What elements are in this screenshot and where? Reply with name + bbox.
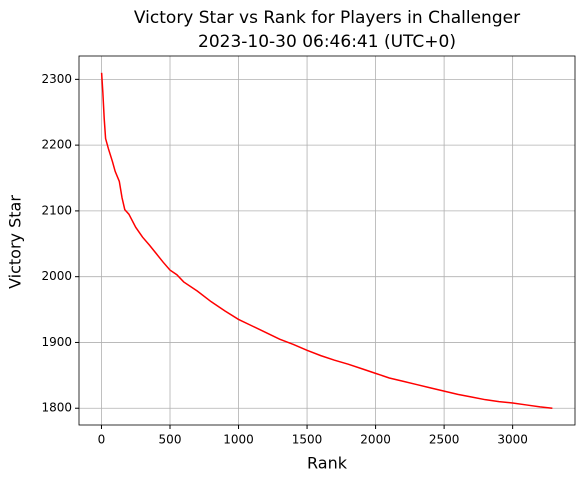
x-tick-label: 500 — [159, 433, 182, 447]
y-tick-label: 2100 — [41, 203, 72, 217]
x-tick-label: 1500 — [292, 433, 323, 447]
y-tick-label: 2200 — [41, 138, 72, 152]
x-tick-label: 0 — [98, 433, 106, 447]
y-tick-label: 1900 — [41, 335, 72, 349]
x-tick-label: 3000 — [497, 433, 528, 447]
y-tick-label: 2000 — [41, 269, 72, 283]
x-tick-label: 1000 — [223, 433, 254, 447]
y-tick-label: 2300 — [41, 72, 72, 86]
chart-title: Victory Star vs Rank for Players in Chal… — [134, 8, 520, 28]
x-axis-label: Rank — [307, 454, 348, 473]
x-tick-label: 2500 — [429, 433, 460, 447]
plot-frame — [78, 55, 576, 426]
chart-subtitle: 2023-10-30 06:46:41 (UTC+0) — [198, 32, 456, 52]
x-tick-label: 2000 — [360, 433, 391, 447]
y-axis-label: Victory Star — [6, 195, 25, 289]
data-line — [100, 72, 553, 409]
y-tick-label: 1800 — [41, 401, 72, 415]
